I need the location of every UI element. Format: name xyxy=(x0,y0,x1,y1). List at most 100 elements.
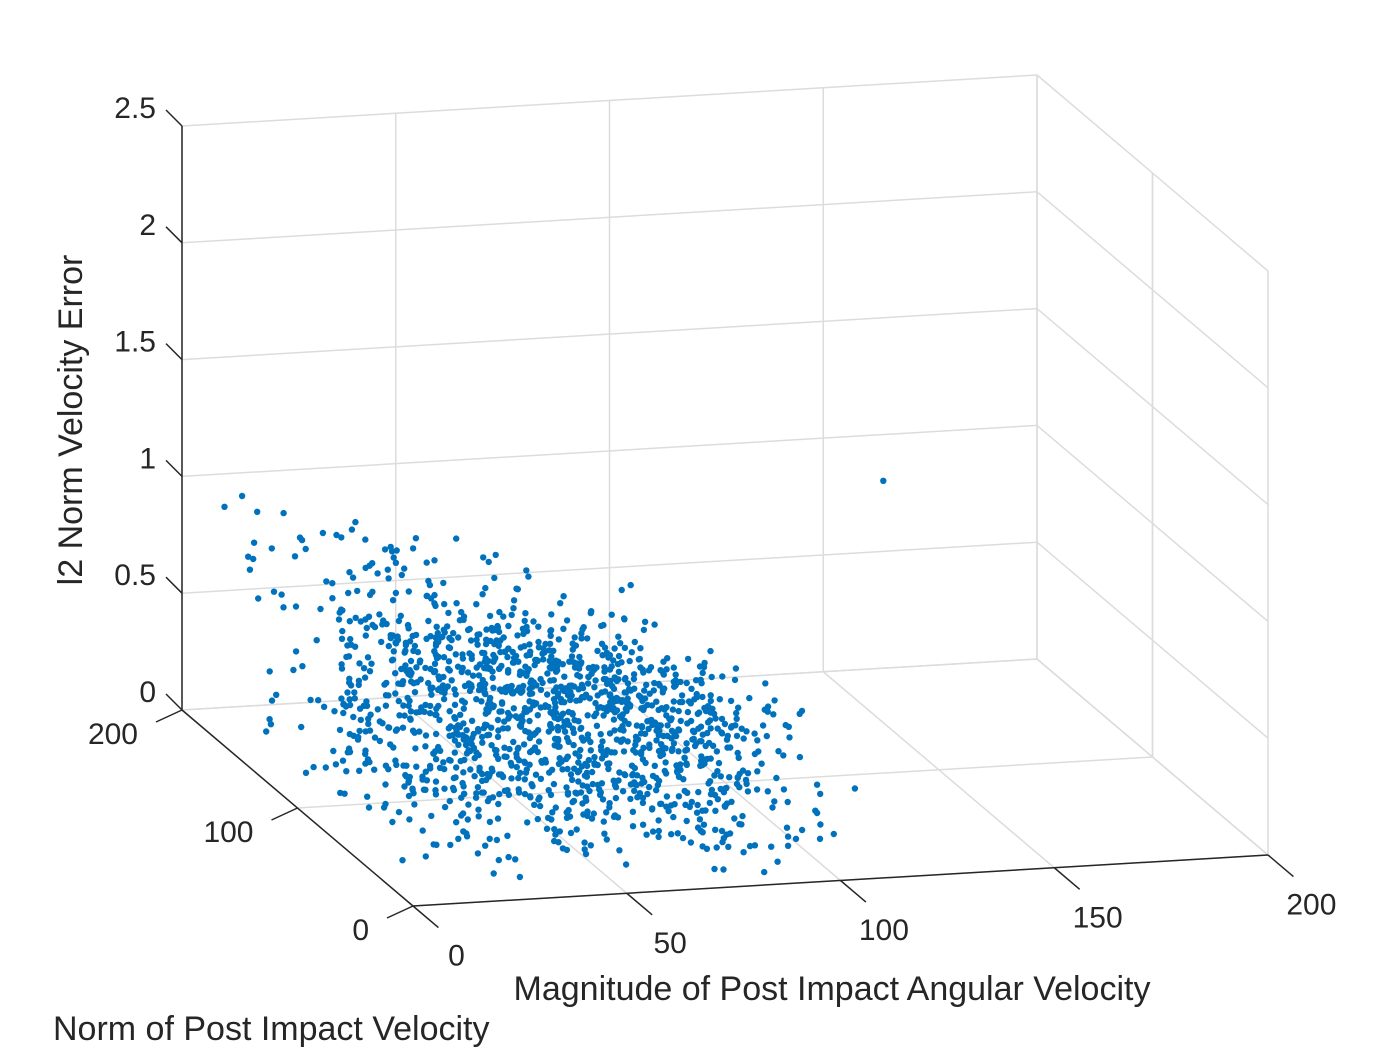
data-point xyxy=(479,676,486,684)
data-point xyxy=(680,776,687,783)
data-point xyxy=(540,656,547,663)
data-point xyxy=(366,758,373,766)
data-point xyxy=(491,640,498,648)
data-point xyxy=(709,742,717,749)
data-point xyxy=(455,835,462,842)
y-tick-mark xyxy=(271,807,298,821)
data-point xyxy=(681,754,688,761)
data-point xyxy=(649,828,657,835)
data-point xyxy=(707,755,714,762)
data-point xyxy=(527,794,534,801)
data-point xyxy=(346,748,354,756)
data-point xyxy=(546,640,554,647)
data-point xyxy=(390,648,397,655)
data-point xyxy=(880,477,887,484)
data-point xyxy=(724,732,731,740)
data-point xyxy=(484,732,491,739)
data-point xyxy=(336,609,343,616)
data-point xyxy=(268,545,275,552)
data-point xyxy=(771,798,778,805)
data-point xyxy=(292,648,300,655)
data-point xyxy=(763,732,770,740)
data-point xyxy=(270,588,278,595)
data-point xyxy=(238,492,246,500)
data-point xyxy=(600,712,607,719)
data-point xyxy=(535,738,543,745)
x-axis-label: Magnitude of Post Impact Angular Velocit… xyxy=(514,970,1151,1008)
data-point xyxy=(606,692,613,699)
data-point xyxy=(422,732,430,739)
data-point xyxy=(620,748,628,755)
data-point xyxy=(522,769,530,776)
data-point xyxy=(667,717,674,724)
data-point xyxy=(670,740,678,747)
data-point xyxy=(671,683,678,690)
data-point xyxy=(774,858,781,865)
data-point xyxy=(695,725,702,732)
data-point xyxy=(333,531,340,539)
data-point xyxy=(641,687,648,694)
data-point xyxy=(536,802,544,810)
data-point xyxy=(559,661,566,668)
data-point xyxy=(526,717,533,725)
data-point xyxy=(469,672,477,679)
data-point xyxy=(466,687,474,695)
y-tick-mark xyxy=(155,709,183,723)
data-point xyxy=(519,688,526,695)
data-point xyxy=(290,666,297,674)
data-point xyxy=(221,503,228,510)
data-point xyxy=(468,652,475,659)
data-point xyxy=(723,831,730,838)
data-point xyxy=(514,714,521,722)
data-point xyxy=(665,807,672,815)
data-point xyxy=(525,666,532,673)
data-point xyxy=(664,655,671,662)
data-point xyxy=(606,800,613,807)
data-point xyxy=(440,654,448,661)
data-point xyxy=(436,764,444,771)
data-point xyxy=(537,775,545,782)
data-point xyxy=(555,636,562,643)
data-point xyxy=(753,786,761,793)
data-point xyxy=(355,733,362,741)
data-point xyxy=(505,622,512,630)
y-tick-mark xyxy=(386,905,414,919)
data-point xyxy=(571,717,578,724)
data-point xyxy=(617,726,624,733)
data-point xyxy=(405,702,412,710)
data-point xyxy=(534,815,541,823)
data-point xyxy=(474,641,481,648)
data-point xyxy=(521,643,528,650)
data-point xyxy=(663,704,670,711)
data-point xyxy=(351,689,358,696)
data-point xyxy=(365,613,373,620)
data-point xyxy=(692,677,700,684)
data-point xyxy=(445,665,452,673)
data-point xyxy=(458,608,465,616)
data-point xyxy=(575,686,582,693)
data-point xyxy=(441,600,448,608)
data-point xyxy=(641,730,649,737)
data-point xyxy=(355,677,363,684)
data-point xyxy=(770,711,777,718)
data-point xyxy=(830,830,837,838)
data-point xyxy=(796,753,804,761)
data-point xyxy=(379,720,386,727)
data-point xyxy=(561,728,569,735)
data-point xyxy=(529,783,536,790)
data-point xyxy=(604,747,611,754)
data-point xyxy=(702,742,709,750)
data-point xyxy=(508,682,515,690)
data-point xyxy=(651,762,658,769)
data-point xyxy=(590,810,597,817)
data-point xyxy=(299,663,306,670)
data-point xyxy=(425,617,432,625)
data-point xyxy=(460,616,467,623)
data-point xyxy=(664,732,671,740)
data-point xyxy=(731,676,739,684)
data-point xyxy=(728,798,735,805)
data-point xyxy=(380,804,388,811)
data-point xyxy=(455,634,462,641)
data-point xyxy=(416,708,423,715)
data-point xyxy=(380,617,387,624)
